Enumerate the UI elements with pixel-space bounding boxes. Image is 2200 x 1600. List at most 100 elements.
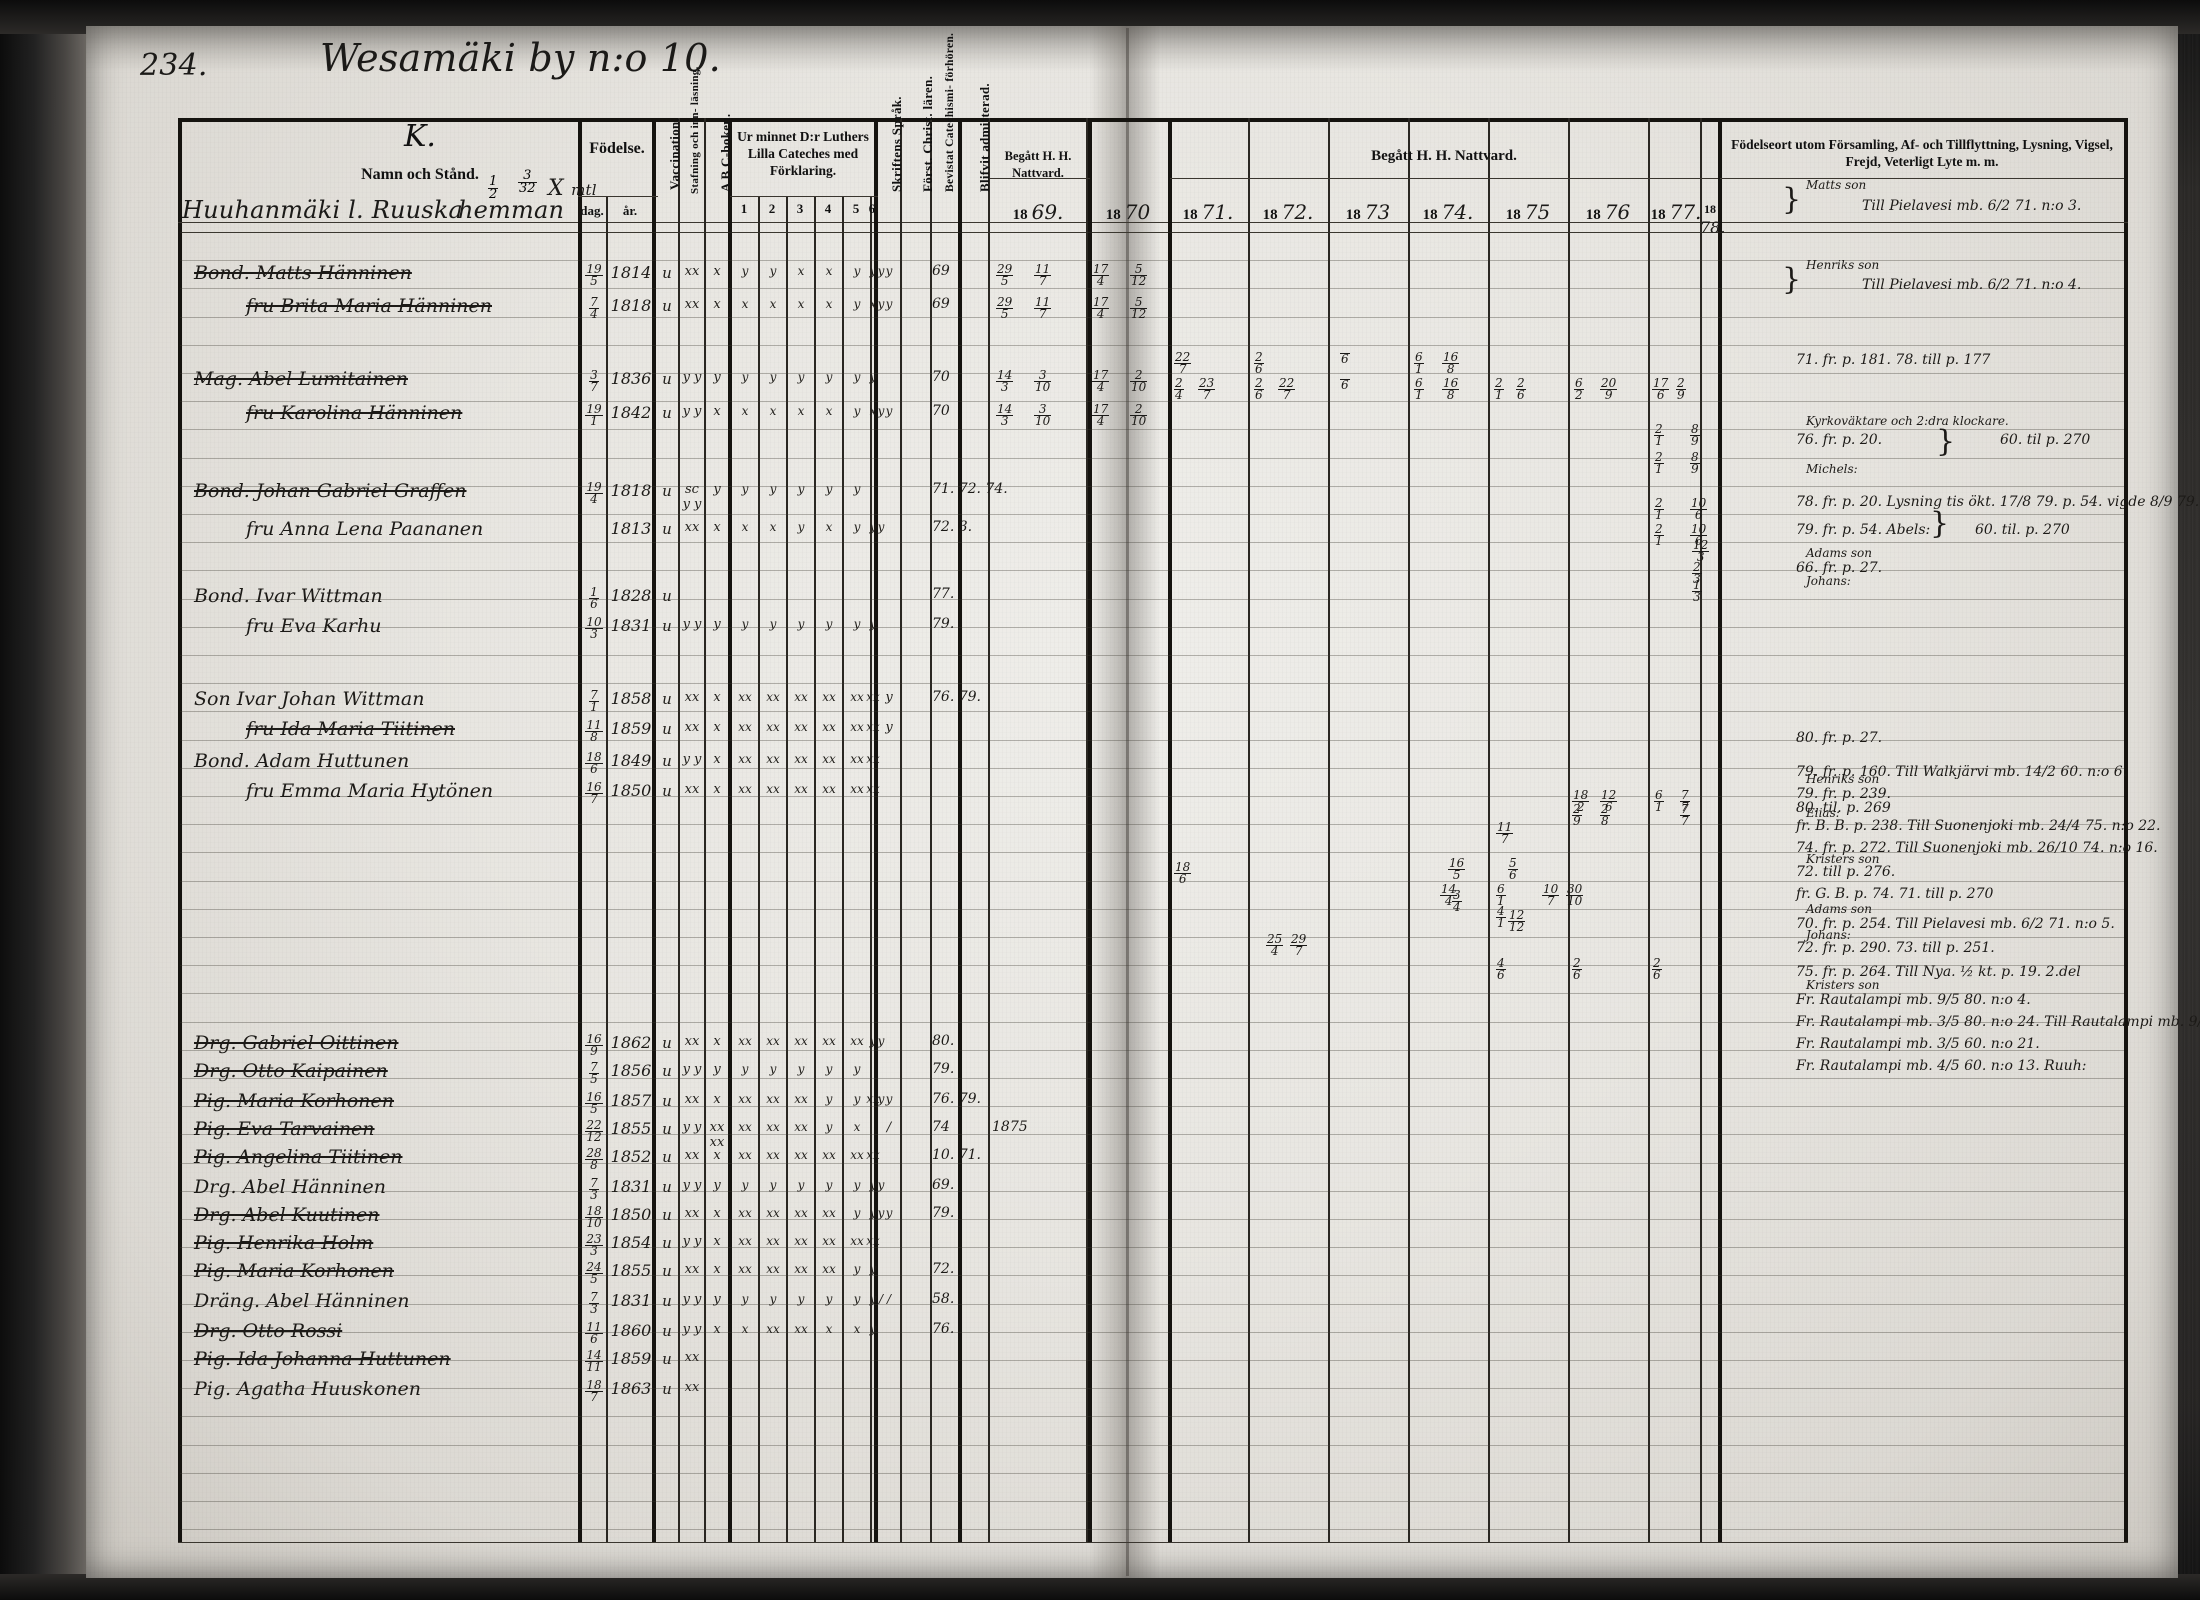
- birth-year: 1828: [610, 586, 652, 605]
- catechism-mark: xx: [738, 1206, 752, 1220]
- year-cell-1875: 18 75: [1488, 200, 1568, 224]
- catechism-mark: y: [853, 1262, 861, 1276]
- row-name: Pig. Maria Korhonen: [194, 1090, 395, 1112]
- attended-value: 79.: [932, 1061, 955, 1077]
- table-bottom-rule: [178, 1542, 2128, 1544]
- row-name: fru Ida Maria Tiitinen: [246, 718, 455, 740]
- vaccination-mark: u: [662, 1092, 672, 1110]
- vaccination-mark: u: [662, 297, 672, 315]
- attended-catechism-header: Bevistat Catechismi- förhören.: [944, 32, 956, 192]
- row-rule: [180, 1529, 2124, 1531]
- birthplace-note: 79. fr. p. 54. Abels:: [1796, 522, 1931, 538]
- catechism-mark: x: [741, 404, 749, 418]
- birthplace-subhead-rule: [1720, 178, 2124, 180]
- row-rule: [180, 1247, 2124, 1249]
- row-rule: [180, 288, 2124, 290]
- cat-col-3: 3: [796, 201, 804, 216]
- abc-book-header: A B C-boken.: [718, 113, 733, 192]
- year-cell-1871: 18 71.: [1168, 200, 1248, 224]
- rule-before-birth: [578, 118, 582, 1542]
- communion-date-right: 12 3: [1692, 538, 1710, 565]
- year-value-1876: 76: [1604, 200, 1631, 224]
- attended-value: 71. 72. 74.: [932, 481, 1008, 497]
- communion-date-right: 12 6: [1600, 788, 1618, 815]
- cat-col-6: 6: [868, 201, 876, 216]
- catechism-mark: xx: [794, 1148, 808, 1162]
- abc-mark: x: [713, 297, 721, 312]
- row-rule: [180, 767, 2124, 769]
- communion-date-right: 16 8: [1442, 350, 1460, 377]
- patronymic-note: Henriks son: [1806, 258, 1880, 272]
- catechism-mark: xx: [822, 1034, 836, 1048]
- catechism-mark: y: [853, 482, 861, 496]
- catechism-mark: y: [853, 520, 861, 534]
- row-name: Pig. Angelina Tiitinen: [194, 1146, 403, 1168]
- catechism-mark: xx: [850, 1148, 864, 1162]
- vaccination-mark: u: [662, 1262, 672, 1280]
- catechism-mark: xx: [850, 720, 864, 734]
- row-rule: [180, 1106, 2124, 1108]
- communion-left-subhead-rule: [990, 178, 1090, 180]
- patronymic-note: Henriks son: [1806, 772, 1880, 786]
- catechism-mark: y: [769, 1178, 777, 1192]
- row-rule: [180, 1219, 2124, 1220]
- row-rule: [180, 1190, 2124, 1192]
- catechism-mark: y: [869, 1178, 877, 1192]
- catechism-mark: y: [797, 1178, 805, 1192]
- communion-header-left: Begått H. H. Nattvard.: [1004, 149, 1072, 180]
- spelling-mark: xx: [684, 1148, 700, 1163]
- year-value-1877: 77.: [1669, 200, 1702, 224]
- birth-year: 1831: [610, 616, 652, 635]
- communion-date: 11 7: [1034, 295, 1052, 322]
- row-rule: [180, 344, 2124, 346]
- spelling-mark: y y: [682, 1322, 702, 1337]
- catechism-mark: xx: [822, 1206, 836, 1220]
- catechism-mark: xx: [766, 720, 780, 734]
- rule-year-1872-end: [1328, 118, 1330, 1542]
- attended-value: 72.: [932, 1261, 955, 1277]
- abc-mark: x: [713, 1092, 721, 1107]
- scan-left-edge: [0, 0, 86, 1600]
- row-name: Mag. Abel Lumitainen: [194, 368, 408, 390]
- catechism-mark: y: [769, 370, 777, 384]
- communion-date-right: 10 6: [1690, 522, 1708, 549]
- farm-fraction-3-32: 3 32: [518, 168, 537, 197]
- birth-year: 1849: [610, 751, 652, 770]
- catechism-mark: xx: [766, 1148, 780, 1162]
- catechism-mark: y: [885, 404, 893, 418]
- spelling-mark: xx: [684, 1262, 700, 1277]
- birthplace-note: 70. fr. p. 254. Till Pielavesi mb. 6/2 7…: [1796, 916, 2115, 932]
- abc-mark: y: [713, 370, 721, 385]
- birth-year: 1855: [610, 1261, 652, 1280]
- abc-mark: xx xx: [709, 1120, 725, 1150]
- spelling-mark: xx: [684, 1034, 700, 1049]
- row-rule: [180, 1388, 2124, 1390]
- row-rule: [180, 739, 2124, 741]
- row-rule: [180, 908, 2124, 910]
- catechism-mark: y: [825, 1292, 833, 1306]
- attended-value: 77.: [932, 586, 955, 602]
- birth-year: 1818: [610, 481, 652, 500]
- year-value-1875: 75: [1524, 200, 1551, 224]
- birthplace-note: 60. til p. 270: [2000, 432, 2091, 448]
- year-century-1877: 18: [1650, 207, 1666, 223]
- year-value-1869: 69.: [1031, 200, 1064, 224]
- book-spine-line: [1126, 28, 1129, 1576]
- catechism-mark: y: [853, 1292, 861, 1306]
- catechism-mark: y: [869, 617, 877, 631]
- row-name: Pig. Eva Tarvainen: [194, 1118, 375, 1140]
- brace-icon-1: }: [1782, 182, 1802, 217]
- catechism-mark: xx: [794, 1092, 808, 1106]
- spelling-mark: xx: [684, 520, 700, 535]
- scripture-mark: y: [885, 720, 893, 735]
- catechism-mark: y: [877, 297, 885, 311]
- birth-year: 1862: [610, 1033, 652, 1052]
- rule-after-spelling: [704, 118, 706, 1542]
- row-rule: [180, 485, 2124, 487]
- catechism-mark: y: [853, 1178, 861, 1192]
